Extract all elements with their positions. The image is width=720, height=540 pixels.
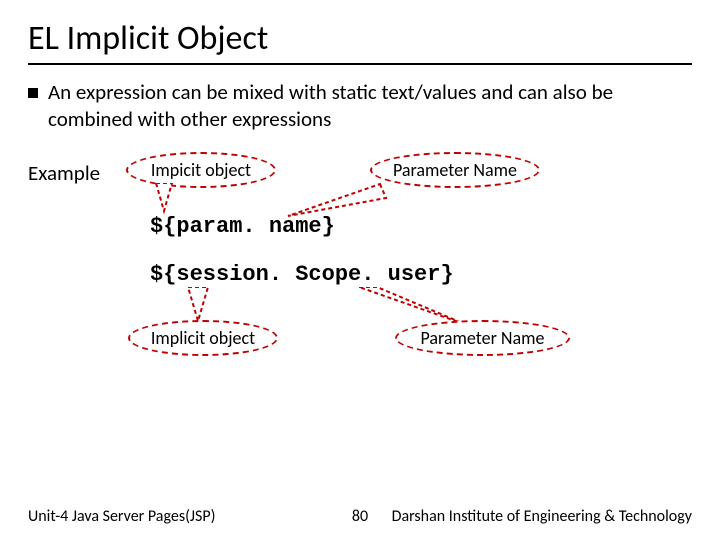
example-label: Example bbox=[28, 160, 100, 186]
footer-left: Unit-4 Java Server Pages(JSP) bbox=[28, 507, 216, 526]
footer-page-number: 80 bbox=[352, 507, 368, 526]
callout-tail-icon bbox=[150, 183, 180, 215]
callout-implicit-bottom: Implicit object bbox=[128, 320, 278, 356]
bullet-square-icon bbox=[28, 88, 38, 98]
callout-implicit-top: Impicit object bbox=[126, 152, 276, 188]
slide-container: EL Implicit Object An expression can be … bbox=[0, 0, 720, 540]
bullet-text: An expression can be mixed with static t… bbox=[48, 79, 692, 134]
footer: Unit-4 Java Server Pages(JSP) 80 Darshan… bbox=[0, 507, 720, 526]
callout-param-bottom: Parameter Name bbox=[395, 320, 570, 356]
bullet-item: An expression can be mixed with static t… bbox=[28, 79, 692, 134]
code-line-1: ${param. name} bbox=[150, 214, 335, 239]
callout-param-top: Parameter Name bbox=[370, 152, 540, 188]
code-line-2: ${session. Scope. user} bbox=[150, 262, 454, 287]
footer-right: Darshan Institute of Engineering & Techn… bbox=[392, 507, 692, 526]
title-underline bbox=[28, 63, 692, 65]
slide-title: EL Implicit Object bbox=[28, 18, 692, 59]
